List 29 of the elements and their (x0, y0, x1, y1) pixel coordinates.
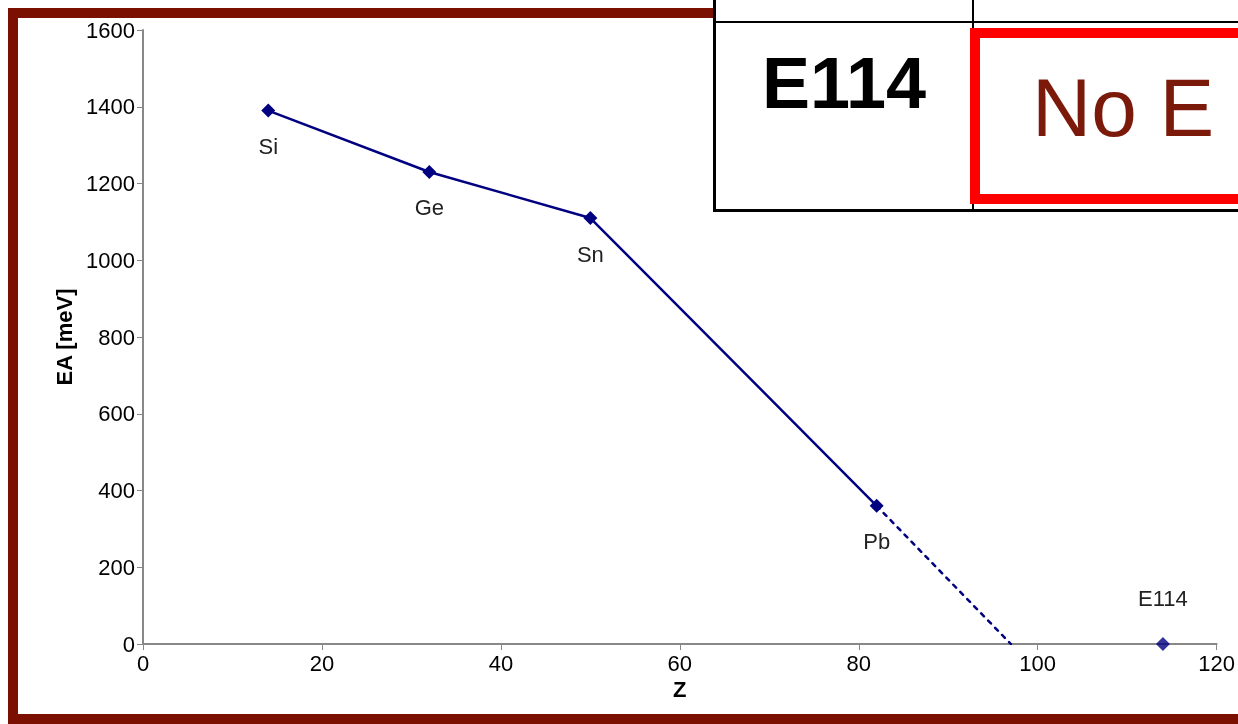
point (1155, 637, 1170, 651)
annotation: No E (970, 28, 1238, 204)
y-tick-label: 400 (98, 478, 135, 503)
x-tick-label: 40 (488, 650, 514, 676)
y-tick-label: 1000 (86, 247, 135, 273)
point (869, 498, 884, 513)
y-tick-label: 600 (98, 401, 135, 427)
y-tick-label: 1400 (86, 94, 135, 120)
annotation: Si (258, 134, 279, 160)
annotation: Ge (414, 195, 444, 221)
x-tick-label: 20 (309, 650, 335, 676)
y-tick-label: 1600 (86, 17, 135, 43)
point (422, 164, 437, 179)
x-tick-label: 120 (1198, 650, 1236, 676)
y-tick-label: 0 (122, 631, 135, 657)
x-tick-label: 60 (667, 650, 693, 676)
x-tick-label: 100 (1019, 650, 1057, 676)
annotation: E114 (1138, 585, 1188, 611)
y-axis-title: EA [meV] (51, 288, 77, 386)
annotation: Sn (576, 241, 604, 267)
point (583, 211, 598, 226)
annotation: Pb (863, 529, 891, 555)
x-tick-label: 80 (846, 650, 872, 676)
y-tick-label: 200 (98, 554, 135, 580)
x-axis-title: Z (673, 677, 687, 703)
annotation: E114 (760, 42, 928, 125)
point (261, 103, 276, 118)
y-tick-label: 800 (98, 324, 135, 350)
y-tick-label: 1200 (86, 171, 135, 196)
